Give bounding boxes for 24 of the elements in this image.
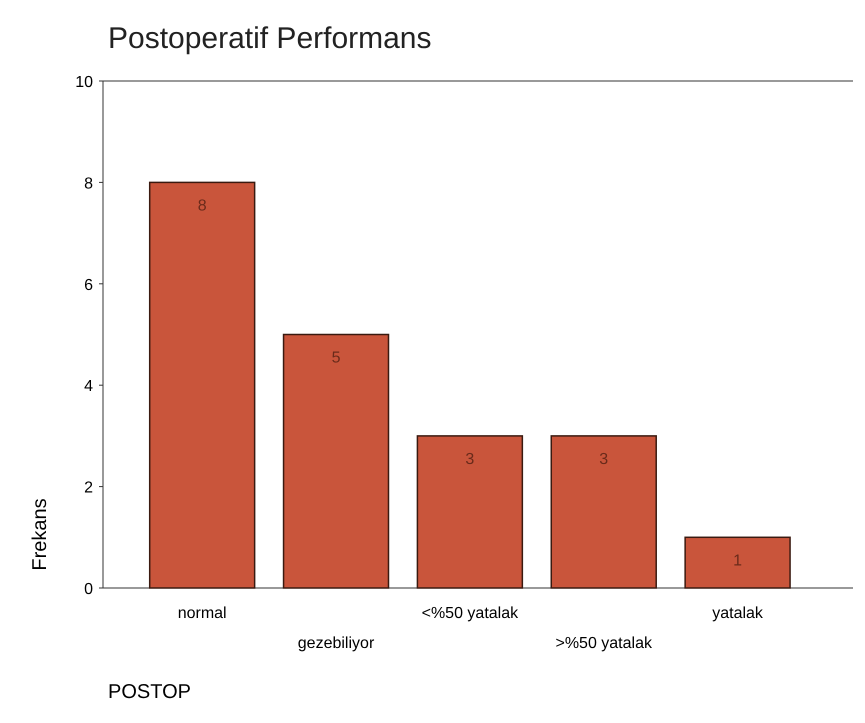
- x-axis-title: POSTOP: [108, 681, 191, 703]
- y-tick-label: 4: [84, 378, 94, 396]
- x-tick-label: gezebiliyor: [298, 635, 375, 652]
- bar: [684, 536, 791, 589]
- y-tick-label: 8: [84, 175, 94, 192]
- bar: [550, 435, 657, 589]
- y-tick-label: 6: [84, 276, 94, 294]
- bar: [148, 182, 256, 589]
- data-label: 1: [733, 552, 742, 570]
- y-tick-label: 2: [84, 480, 94, 497]
- data-label: 3: [599, 450, 608, 468]
- x-tick-label: yatalak: [712, 605, 764, 622]
- y-tick-label: 0: [84, 581, 94, 598]
- y-axis-title: Frekans: [29, 498, 51, 571]
- x-tick-label: >%50 yatalak: [555, 635, 653, 652]
- bar: [282, 334, 390, 589]
- x-tick-label: <%50 yatalak: [422, 605, 520, 622]
- data-label: 3: [465, 450, 474, 468]
- y-tick-label: 10: [75, 74, 94, 91]
- data-label: 8: [198, 197, 207, 214]
- bar: [416, 435, 524, 589]
- x-tick-label: normal: [178, 605, 227, 622]
- chart-title: Postoperatif Performans: [108, 22, 432, 55]
- data-label: 5: [332, 350, 341, 366]
